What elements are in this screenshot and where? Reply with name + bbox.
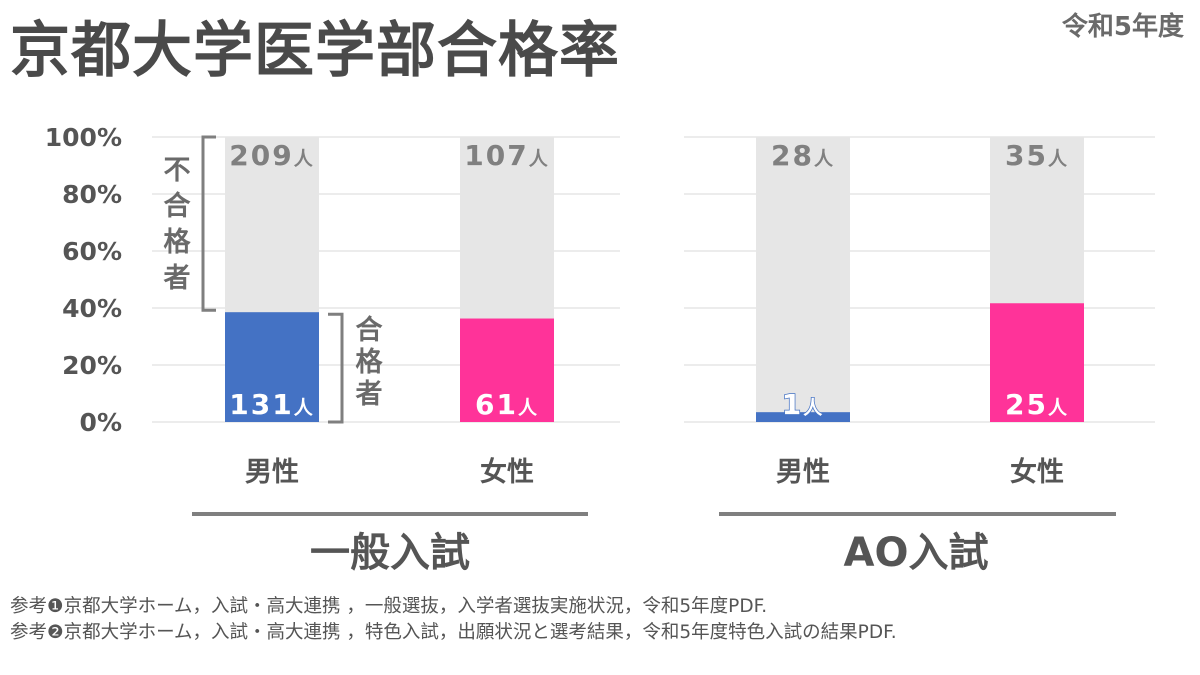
unit: 人 xyxy=(294,148,315,170)
footnote-2: 参考❷京都大学ホーム，入試・高大連携 ，特色入試，出願状況と選考結果，令和5年度… xyxy=(10,622,897,643)
y-tick-label: 0% xyxy=(80,408,122,437)
pass-bar xyxy=(225,312,319,422)
pass-bar xyxy=(756,412,850,422)
panel-title: 一般入試 xyxy=(310,530,470,576)
pass-annotation-char: 格 xyxy=(356,347,384,378)
unit: 人 xyxy=(1048,397,1069,419)
unit: 人 xyxy=(518,397,539,419)
category-label: 女性 xyxy=(480,456,534,488)
category-label: 男性 xyxy=(776,457,830,488)
fail-bracket xyxy=(201,135,216,312)
footnotes: 参考❶京都大学ホーム，入試・高大連携 ，一般選抜，入学者選抜実施状況，令和5年度… xyxy=(10,594,1195,646)
pass-bracket xyxy=(328,312,344,424)
pass-bar xyxy=(990,303,1084,422)
unit: 人 xyxy=(803,397,824,419)
unit: 人 xyxy=(294,397,315,419)
pass-annotation-char: 合 xyxy=(356,314,383,346)
year-label: 令和5年度 xyxy=(1061,12,1184,42)
y-tick-label: 80% xyxy=(62,180,122,209)
unit: 人 xyxy=(529,148,550,170)
fail-bar xyxy=(756,137,850,422)
panel-title: AO入試 xyxy=(844,530,989,576)
footnote-1: 参考❶京都大学ホーム，入試・高大連携 ，一般選抜，入学者選抜実施状況，令和5年度… xyxy=(10,596,768,617)
y-tick-label: 40% xyxy=(62,294,122,323)
category-label: 男性 xyxy=(245,457,299,488)
y-tick-label: 20% xyxy=(62,351,122,380)
y-tick-label: 60% xyxy=(62,237,122,266)
fail-annotation-char: 合 xyxy=(164,190,191,222)
fail-annotation-char: 格 xyxy=(164,227,192,258)
pass-annotation-char: 者 xyxy=(356,379,383,410)
fail-annotation-char: 不 xyxy=(164,155,191,186)
chart-title: 京都大学医学部合格率 xyxy=(10,16,620,86)
y-tick-label: 100% xyxy=(45,123,122,152)
fail-annotation-char: 者 xyxy=(164,263,191,294)
unit: 人 xyxy=(814,148,835,170)
pass-bar xyxy=(460,318,554,422)
unit: 人 xyxy=(1048,148,1069,170)
stacked-bar-chart: 0%20%40%60%80%100%209人131人男性107人61人女性一般入… xyxy=(45,123,1155,576)
category-label: 女性 xyxy=(1010,456,1064,488)
